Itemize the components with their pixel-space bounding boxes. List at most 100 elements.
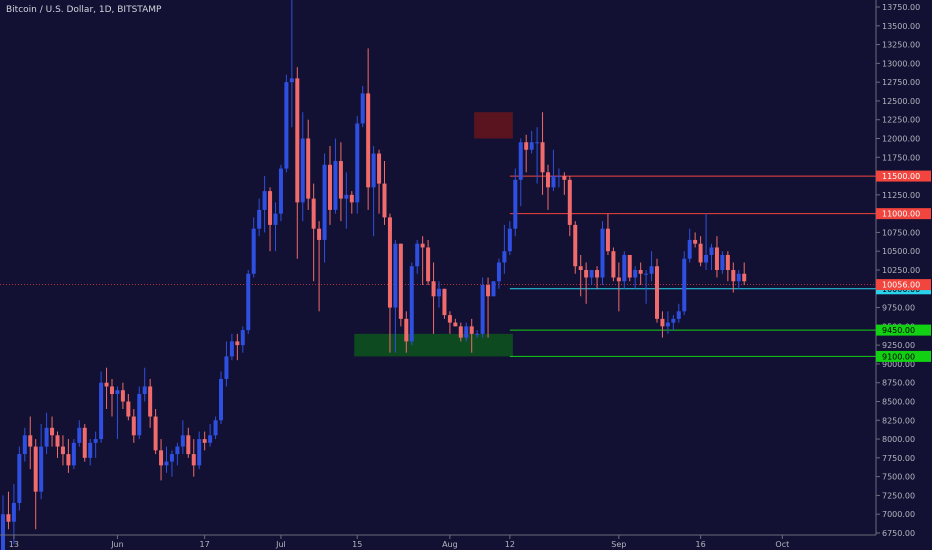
y-tick-label: 8000.00	[882, 435, 915, 444]
candle-body	[611, 251, 616, 278]
candle-body	[393, 243, 398, 308]
candle-body	[93, 439, 98, 443]
candle-body	[464, 326, 469, 338]
candle-body	[229, 341, 234, 357]
candle-body	[649, 266, 654, 274]
candle-body	[289, 78, 294, 83]
candle-body	[725, 254, 730, 270]
candle-body	[595, 270, 600, 278]
candle-body	[529, 142, 534, 150]
candle-body	[486, 285, 491, 297]
candle-body	[202, 439, 207, 443]
candle-body	[627, 254, 632, 278]
last-price-label: 10056.00	[882, 281, 920, 290]
candle-body	[687, 239, 692, 259]
candle-body	[219, 378, 223, 421]
candle-body	[398, 243, 403, 319]
candle-body	[17, 454, 22, 503]
candle-body	[682, 258, 687, 312]
candle-body	[655, 266, 659, 319]
candle-body	[660, 318, 665, 327]
resistance-level-label-bg	[876, 208, 931, 220]
chart-title: Bitcoin / U.S. Dollar, 1D, BITSTAMP	[6, 5, 162, 15]
candle-body	[513, 179, 518, 229]
candle-body	[71, 442, 76, 466]
candle-body	[349, 194, 354, 203]
y-tick-label: 9750.00	[882, 304, 915, 313]
candle-body	[44, 427, 49, 447]
candle-body	[720, 254, 725, 270]
supply-zone	[474, 112, 513, 139]
y-tick-label: 8250.00	[882, 416, 915, 425]
candle-body	[458, 326, 463, 338]
candle-body	[496, 262, 501, 282]
candle-body	[262, 191, 267, 210]
candle-body	[268, 191, 273, 225]
candle-body	[507, 228, 512, 252]
candle-body	[665, 322, 670, 327]
candle-body	[240, 330, 245, 346]
support-level-label-bg	[876, 350, 931, 362]
candle-body	[338, 161, 343, 199]
candle-body	[60, 446, 65, 455]
candle-body	[736, 273, 741, 282]
candle-body	[77, 427, 82, 443]
support-level-label-bg	[876, 324, 931, 336]
y-tick-label: 8750.00	[882, 379, 915, 388]
candle-body	[731, 270, 736, 282]
candle-body	[180, 435, 185, 447]
candle-body	[693, 239, 698, 244]
x-tick-label: Sep	[611, 540, 626, 549]
y-tick-label: 13000.00	[882, 59, 920, 68]
y-tick-label: 7250.00	[882, 491, 915, 500]
candle-body	[714, 247, 719, 270]
candle-body	[573, 224, 578, 267]
y-tick-label: 11750.00	[882, 153, 920, 162]
candle-body	[404, 318, 409, 342]
candle-body	[644, 273, 649, 275]
candle-body	[251, 228, 256, 274]
candle-body	[66, 454, 71, 466]
candle-body	[99, 382, 104, 440]
candle-body	[605, 228, 610, 252]
y-tick-label: 13250.00	[882, 41, 920, 50]
y-tick-label: 10250.00	[882, 266, 920, 275]
candle-body	[88, 442, 93, 458]
demand-zone	[354, 333, 513, 357]
candle-body	[300, 138, 305, 203]
candle-body	[698, 243, 703, 263]
candle-body	[360, 93, 365, 124]
candle-body	[567, 179, 572, 225]
candle-body	[148, 386, 153, 417]
candle-body	[142, 386, 147, 394]
candle-body	[317, 228, 322, 240]
candle-body	[110, 386, 114, 394]
y-tick-label: 12000.00	[882, 135, 920, 144]
candle-body	[584, 270, 589, 278]
candle-body	[382, 183, 387, 218]
y-tick-label: 9000.00	[882, 360, 915, 369]
y-tick-label: 9250.00	[882, 341, 915, 350]
candle-body	[159, 450, 164, 466]
support-level-label: 9450.00	[882, 326, 915, 335]
candle-body	[213, 420, 218, 436]
candle-body	[453, 322, 458, 327]
candle-body	[742, 273, 747, 282]
x-tick-label: 17	[200, 540, 210, 549]
candle-body	[344, 194, 349, 199]
candle-body	[387, 217, 392, 308]
candle-body	[437, 288, 441, 297]
candle-body	[224, 356, 229, 379]
last-price-label-bg	[876, 279, 931, 291]
candle-body	[480, 285, 485, 334]
candle-body	[208, 435, 213, 443]
candle-body	[333, 161, 338, 210]
candle-body	[535, 142, 540, 144]
candle-body	[22, 435, 27, 455]
candle-body	[377, 153, 382, 184]
candle-body	[284, 82, 289, 169]
candle-body	[431, 281, 436, 297]
y-tick-label: 6750.00	[882, 529, 915, 538]
